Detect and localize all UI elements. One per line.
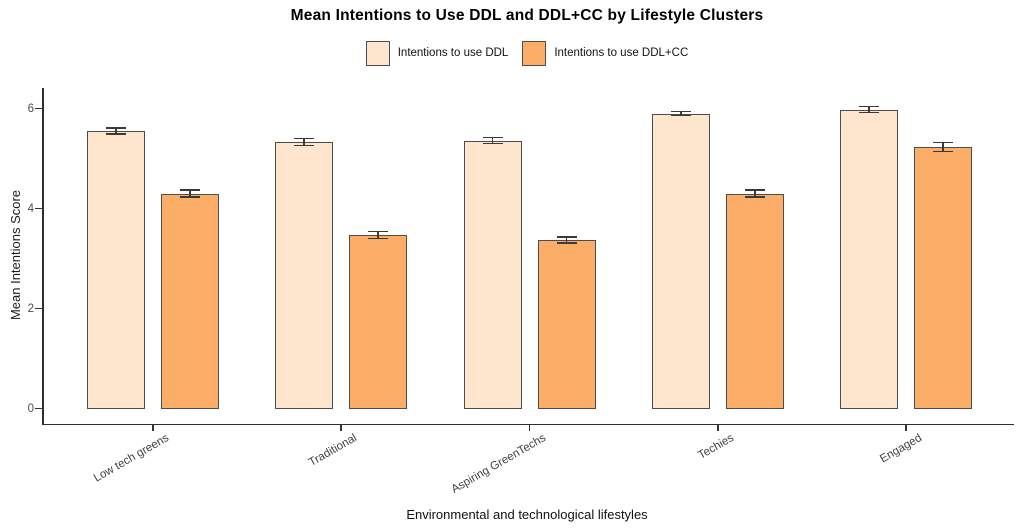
error-bar-line	[189, 190, 191, 197]
y-tick	[35, 107, 42, 110]
error-bar-cap-bottom	[294, 144, 315, 147]
legend-swatch-ddl	[365, 40, 390, 66]
error-bar-cap-bottom	[556, 242, 577, 244]
error-bar-cap-bottom	[744, 196, 765, 198]
error-bar-cap-bottom	[670, 114, 691, 117]
legend-swatch-ddlcc	[522, 40, 547, 66]
error-bar-line	[303, 138, 306, 146]
error-bar-cap-top	[556, 236, 577, 238]
error-bar-cap-top	[933, 141, 953, 144]
legend: Intentions to use DDL Intentions to use …	[42, 40, 1012, 66]
error-bar-cap-bottom	[368, 237, 389, 240]
bar	[87, 131, 145, 409]
error-bar-cap-bottom	[180, 196, 200, 198]
error-bar-cap-top	[859, 105, 879, 108]
bar	[161, 193, 219, 409]
error-bar-line	[377, 231, 380, 239]
error-bar-cap-top	[106, 127, 126, 129]
error-bar-line	[753, 190, 756, 197]
error-bar-line	[565, 237, 568, 243]
y-axis-line	[42, 88, 44, 426]
error-bar-cap-top	[294, 137, 315, 140]
bar	[651, 113, 710, 409]
error-bar-cap-top	[744, 189, 765, 191]
y-tick-label: 2	[27, 302, 34, 315]
error-bar-cap-bottom	[482, 142, 503, 145]
x-axis-title: Environmental and technological lifestyl…	[406, 507, 648, 522]
error-bar-line	[679, 111, 682, 116]
bar	[463, 140, 522, 409]
error-bar-line	[868, 106, 870, 113]
bar	[840, 109, 898, 409]
legend-label-ddlcc: Intentions to use DDL+CC	[554, 47, 689, 59]
y-tick	[35, 307, 42, 310]
y-tick-label: 0	[27, 402, 34, 415]
bar	[914, 147, 972, 409]
error-bar-line	[942, 142, 944, 152]
bar	[537, 240, 596, 409]
y-tick-label: 4	[27, 202, 34, 215]
x-tick	[528, 425, 531, 432]
x-axis-line	[42, 423, 1014, 426]
y-tick	[35, 407, 42, 410]
x-tick	[340, 425, 343, 432]
legend-label-ddl: Intentions to use DDL	[397, 47, 509, 59]
error-bar-line	[115, 128, 117, 134]
y-tick	[35, 207, 42, 210]
x-tick	[716, 425, 719, 432]
bar	[275, 142, 334, 409]
error-bar-cap-bottom	[106, 133, 126, 135]
y-tick-label: 6	[27, 102, 34, 115]
error-bar-line	[491, 137, 494, 144]
error-bar-cap-top	[670, 110, 691, 113]
error-bar-cap-top	[368, 230, 389, 233]
chart-title: Mean Intentions to Use DDL and DDL+CC by…	[290, 7, 764, 24]
error-bar-cap-top	[180, 189, 200, 191]
bar	[725, 193, 784, 409]
x-tick	[152, 425, 154, 432]
y-axis-title: Mean Intentions Score	[8, 189, 23, 321]
error-bar-cap-bottom	[859, 111, 879, 114]
x-tick	[905, 425, 907, 432]
error-bar-cap-bottom	[933, 150, 953, 153]
bar	[349, 235, 408, 409]
error-bar-cap-top	[482, 136, 503, 139]
